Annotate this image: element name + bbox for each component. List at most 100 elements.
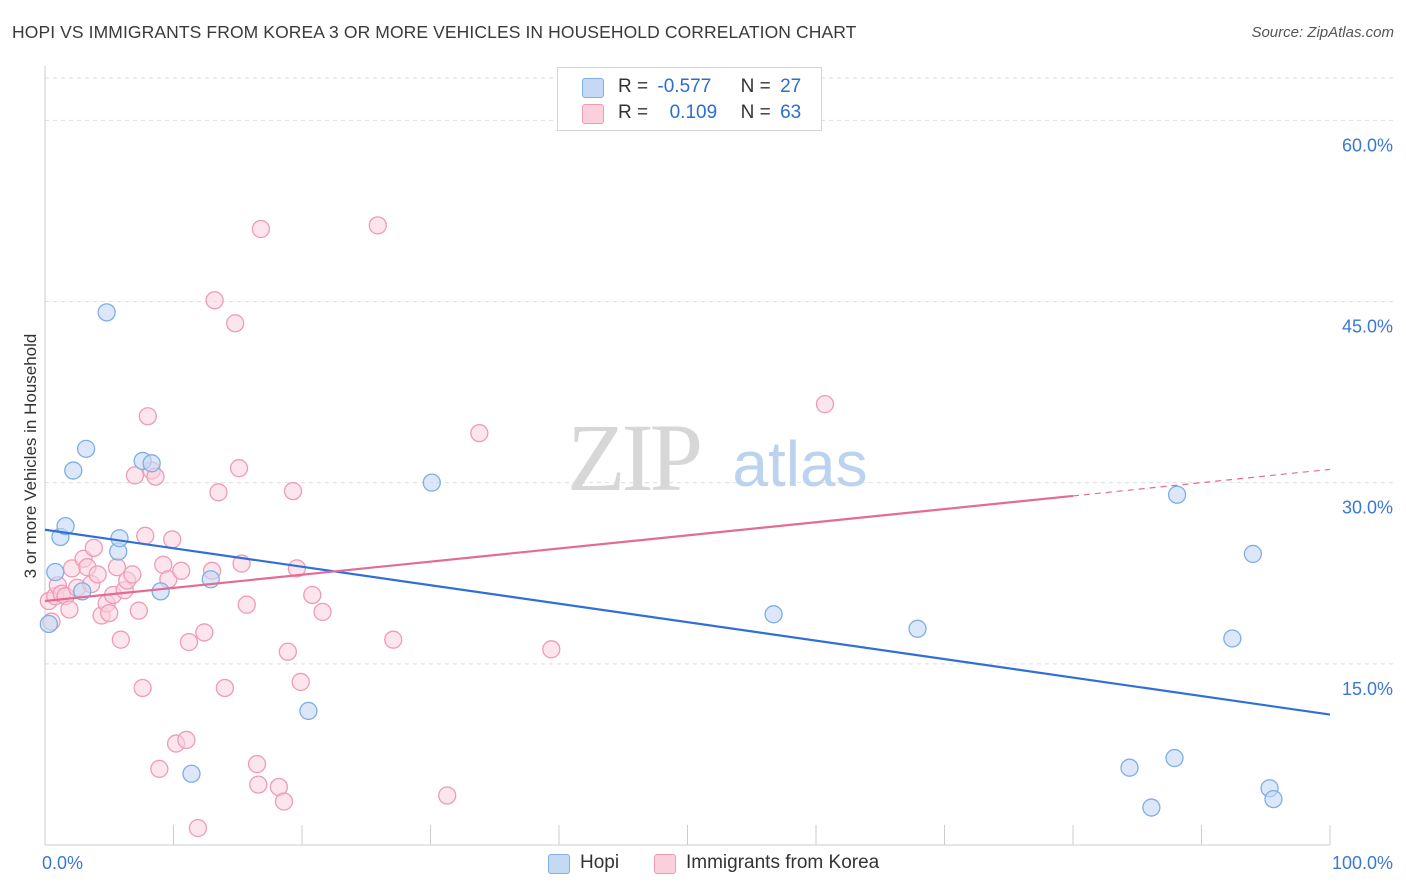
y-axis-label: 3 or more Vehicles in Household bbox=[21, 334, 40, 579]
legend-text-korea: R = 0.109 N = 63 bbox=[618, 102, 801, 124]
watermark-zip: ZIP bbox=[567, 404, 700, 511]
korea-point bbox=[209, 483, 228, 502]
source-label: Source: ZipAtlas.com bbox=[1251, 24, 1394, 41]
legend-r-value-hopi: -0.577 bbox=[657, 76, 712, 97]
hopi-point bbox=[1142, 798, 1161, 817]
hopi-point bbox=[73, 582, 92, 601]
hopi-point bbox=[1120, 758, 1139, 777]
korea-point bbox=[249, 775, 268, 794]
korea-point bbox=[136, 526, 155, 545]
korea-point bbox=[384, 630, 403, 649]
legend-r-value-korea: 0.109 bbox=[669, 102, 718, 123]
korea-point bbox=[129, 601, 148, 620]
hopi-point bbox=[908, 619, 927, 638]
korea-point bbox=[111, 630, 130, 649]
korea-point bbox=[100, 603, 119, 623]
korea-point bbox=[188, 818, 208, 838]
bottom-legend-swatch-korea bbox=[654, 854, 676, 874]
korea-point bbox=[163, 530, 182, 549]
axes bbox=[44, 66, 1331, 846]
watermark-atlas: atlas bbox=[732, 428, 867, 500]
hopi-point bbox=[1243, 544, 1263, 564]
korea-point bbox=[133, 678, 152, 698]
legend-n-label-hopi: N = bbox=[740, 76, 771, 97]
tick-labels: 15.0% 30.0% 45.0% 60.0% 0.0% 100.0% bbox=[42, 135, 1393, 873]
y-tick-label: 60.0% bbox=[1342, 135, 1393, 155]
hopi-points bbox=[39, 303, 1283, 817]
legend-swatch-hopi bbox=[582, 78, 604, 98]
hopi-point bbox=[1223, 629, 1242, 648]
korea-point bbox=[205, 291, 224, 310]
hopi-point bbox=[1165, 748, 1184, 768]
korea-point bbox=[179, 632, 199, 652]
korea-point bbox=[251, 219, 271, 239]
hopi-point bbox=[1264, 789, 1283, 809]
korea-point bbox=[60, 600, 79, 619]
korea-point bbox=[172, 561, 191, 580]
korea-points bbox=[39, 216, 835, 838]
korea-point bbox=[278, 642, 298, 661]
legend-r-label-hopi: R = bbox=[618, 76, 649, 97]
korea-point bbox=[177, 730, 196, 750]
korea-point bbox=[542, 640, 561, 659]
korea-point bbox=[138, 407, 157, 426]
x-tick-label: 0.0% bbox=[42, 853, 83, 873]
legend-text-hopi: R = -0.577 N = 27 bbox=[618, 76, 801, 98]
hopi-point bbox=[56, 516, 75, 536]
korea-point bbox=[368, 216, 387, 235]
korea-point bbox=[291, 672, 310, 692]
grid-lines bbox=[45, 77, 1395, 665]
korea-point bbox=[470, 423, 489, 443]
trend-lines bbox=[44, 468, 1331, 716]
korea-point bbox=[88, 565, 107, 584]
legend-r-label-korea: R = bbox=[618, 102, 649, 123]
korea-point bbox=[195, 623, 214, 642]
korea-point bbox=[123, 565, 142, 584]
korea-point bbox=[247, 754, 267, 774]
hopi-point bbox=[39, 614, 59, 634]
watermark: ZIP atlas bbox=[567, 404, 868, 511]
hopi-point bbox=[110, 529, 129, 548]
korea-point bbox=[229, 459, 249, 478]
korea-point bbox=[283, 481, 303, 501]
korea-point bbox=[438, 786, 457, 805]
y-tick-label: 15.0% bbox=[1342, 679, 1393, 699]
hopi-point bbox=[151, 582, 170, 601]
korea-point bbox=[287, 559, 307, 578]
hopi-point bbox=[142, 454, 161, 473]
korea-point bbox=[237, 595, 256, 614]
legend-n-value-korea: 63 bbox=[780, 102, 802, 123]
korea-point bbox=[226, 314, 245, 333]
hopi-trend-line bbox=[44, 528, 1331, 716]
y-tick-label: 45.0% bbox=[1342, 316, 1393, 336]
korea-point bbox=[303, 585, 322, 605]
hopi-point bbox=[182, 764, 201, 783]
korea-point bbox=[215, 678, 235, 698]
bottom-legend-swatch-hopi bbox=[548, 854, 570, 874]
korea-point bbox=[313, 602, 332, 622]
legend-swatch-korea bbox=[582, 104, 604, 124]
korea-point bbox=[815, 394, 835, 414]
hopi-point bbox=[46, 562, 65, 582]
bottom-legend-label-hopi: Hopi bbox=[580, 852, 620, 873]
chart-title: HOPI VS IMMIGRANTS FROM KOREA 3 OR MORE … bbox=[12, 22, 857, 42]
hopi-point bbox=[422, 473, 441, 492]
hopi-point bbox=[97, 303, 116, 322]
hopi-point bbox=[764, 605, 783, 624]
korea-trend-line bbox=[44, 494, 1074, 603]
hopi-point bbox=[1167, 485, 1187, 504]
y-tick-label: 30.0% bbox=[1342, 498, 1393, 518]
bottom-legend-label-korea: Immigrants from Korea bbox=[686, 852, 880, 873]
correlation-legend: R = -0.577 N = 27 R = 0.109 N = 63 bbox=[557, 67, 822, 131]
legend-n-label-korea: N = bbox=[740, 102, 771, 123]
korea-point bbox=[150, 759, 169, 779]
hopi-point bbox=[76, 439, 96, 458]
hopi-point bbox=[299, 701, 318, 721]
korea-point bbox=[84, 538, 103, 558]
x-tick-label: 100.0% bbox=[1332, 853, 1393, 873]
hopi-point bbox=[64, 461, 83, 480]
korea-point bbox=[125, 466, 145, 485]
legend-n-value-hopi: 27 bbox=[780, 76, 802, 97]
korea-point bbox=[274, 792, 294, 811]
